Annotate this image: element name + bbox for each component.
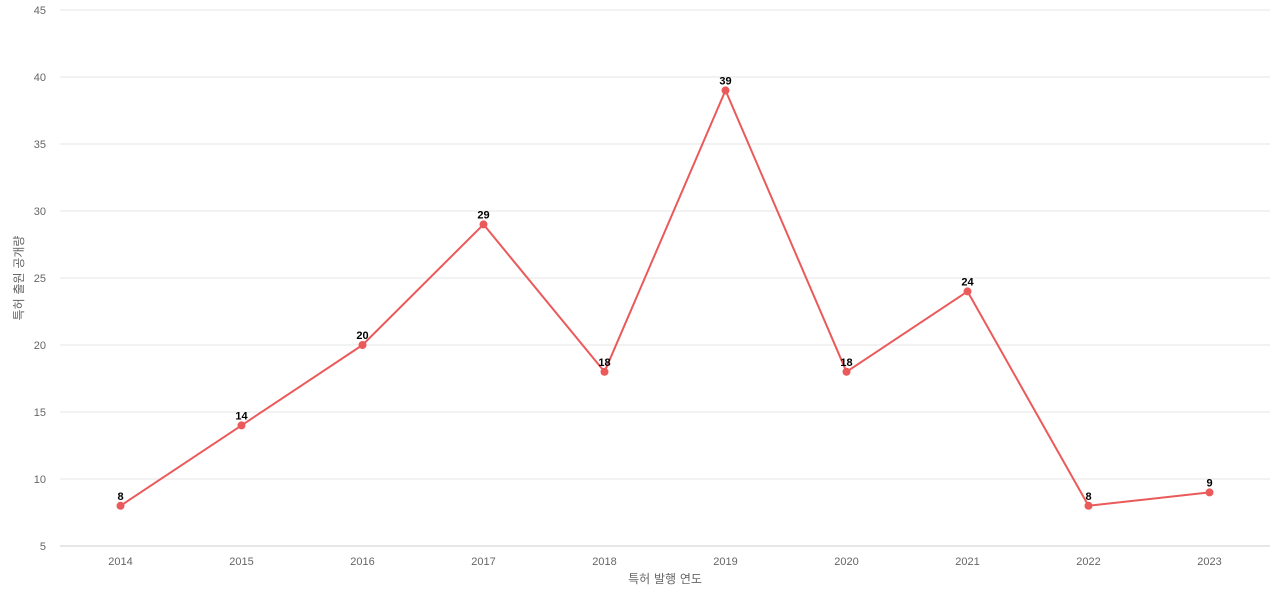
x-tick-label: 2021 (955, 556, 979, 568)
x-tick-label: 2019 (713, 556, 737, 568)
data-label: 18 (840, 357, 852, 369)
y-tick-label: 5 (40, 541, 46, 553)
y-tick-label: 25 (34, 273, 46, 285)
data-label: 39 (719, 75, 731, 87)
x-tick-label: 2015 (229, 556, 253, 568)
data-labels: 8 14 20 29 18 39 18 24 8 9 (117, 75, 1212, 502)
data-point[interactable] (1084, 501, 1093, 510)
y-tick-label: 30 (34, 206, 46, 218)
data-label: 14 (235, 410, 248, 422)
x-tick-label: 2017 (471, 556, 495, 568)
series-line (119, 89, 1210, 507)
x-axis-ticks: 2014 2015 2016 2017 2018 2019 2020 2021 2022 2023 (108, 556, 1221, 568)
x-tick-label: 2020 (834, 556, 858, 568)
y-tick-label: 10 (34, 474, 46, 486)
y-axis-ticks: 5 10 15 20 25 30 35 40 45 (34, 5, 46, 553)
x-tick-label: 2016 (350, 556, 374, 568)
data-label: 8 (117, 491, 123, 503)
data-point[interactable] (237, 421, 246, 430)
x-tick-label: 2023 (1197, 556, 1221, 568)
series-layer (116, 86, 1214, 510)
y-axis-title: 특허 출원 공개량 (12, 236, 26, 321)
data-point[interactable] (963, 287, 972, 296)
data-point[interactable] (1205, 488, 1214, 497)
data-label: 24 (961, 276, 974, 288)
y-tick-label: 35 (34, 139, 46, 151)
x-tick-label: 2014 (108, 556, 132, 568)
data-label: 20 (356, 330, 368, 342)
data-point[interactable] (842, 367, 851, 376)
x-tick-label: 2022 (1076, 556, 1100, 568)
x-tick-label: 2018 (592, 556, 616, 568)
data-label: 9 (1206, 477, 1212, 489)
data-point[interactable] (721, 86, 730, 95)
y-tick-label: 20 (34, 340, 46, 352)
grid-layer (60, 9, 1270, 547)
y-tick-label: 40 (34, 72, 46, 84)
y-tick-label: 45 (34, 5, 46, 17)
data-point[interactable] (358, 341, 367, 349)
data-label: 8 (1085, 491, 1091, 503)
data-point[interactable] (116, 501, 125, 510)
data-label: 29 (477, 209, 489, 221)
y-tick-label: 15 (34, 407, 46, 419)
data-point[interactable] (600, 367, 609, 376)
data-point[interactable] (479, 220, 488, 229)
data-label: 18 (598, 357, 610, 369)
x-axis-title: 특허 발행 연도 (628, 571, 702, 586)
